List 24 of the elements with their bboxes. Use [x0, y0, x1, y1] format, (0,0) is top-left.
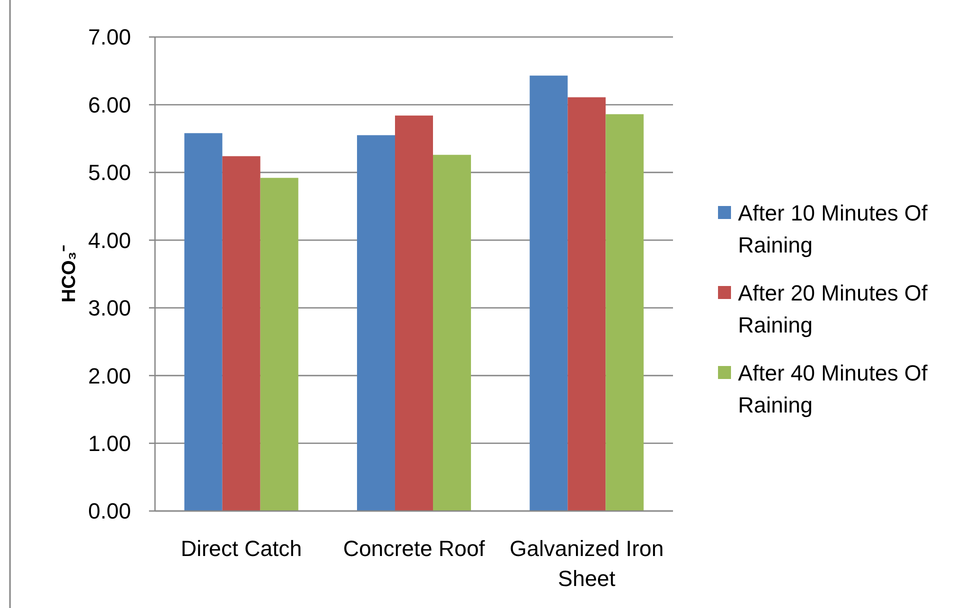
bar [530, 76, 568, 511]
legend-label: After 20 Minutes Of Raining [738, 280, 928, 338]
bar [222, 156, 260, 511]
y-tick-label: 1.00 [88, 430, 131, 456]
legend-label: After 40 Minutes Of Raining [738, 360, 928, 418]
bar [184, 133, 222, 511]
x-tick-label: Direct Catch [180, 536, 302, 561]
bar [395, 116, 433, 511]
x-tick-label: Galvanized Iron Sheet [510, 536, 664, 591]
bar [260, 178, 298, 511]
bar [357, 135, 396, 511]
y-tick-label: 5.00 [88, 160, 131, 186]
y-tick-label: 4.00 [88, 228, 131, 253]
y-tick-label: 3.00 [88, 296, 131, 321]
bar [432, 154, 471, 511]
y-tick-label: 0.00 [88, 498, 131, 524]
bar [606, 114, 644, 511]
x-tick-label: Concrete Roof [343, 536, 486, 561]
y-tick-label: 2.00 [88, 363, 131, 388]
y-tick-label: 7.00 [88, 24, 131, 50]
y-axis-title: HCO₃⁻ [59, 244, 80, 303]
bar [568, 97, 606, 511]
legend-label: After 10 Minutes Of Raining [738, 200, 928, 258]
y-tick-label: 6.00 [88, 92, 131, 118]
